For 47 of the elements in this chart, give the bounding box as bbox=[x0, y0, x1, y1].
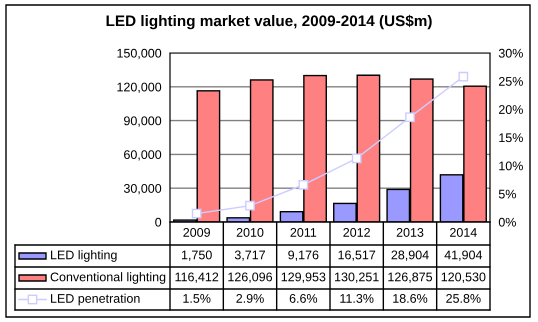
data-label: 2.9% bbox=[236, 294, 264, 303]
x-tick-label: 2010 bbox=[236, 228, 264, 237]
legend-label: LED lighting bbox=[51, 250, 117, 262]
y2-tick-label: 10% bbox=[499, 161, 523, 170]
data-label: 16,517 bbox=[338, 250, 376, 261]
point bbox=[192, 208, 202, 218]
data-label: 126,875 bbox=[388, 272, 432, 283]
point bbox=[298, 180, 308, 190]
x-tick-label: 2009 bbox=[183, 228, 210, 237]
y2-tick-label: 25% bbox=[498, 76, 523, 86]
x-tick-label: 2011 bbox=[290, 228, 316, 237]
data-label: 129,953 bbox=[282, 272, 326, 283]
data-label: 28,904 bbox=[392, 250, 429, 261]
data-label: 126,096 bbox=[228, 272, 272, 283]
y-tick-label: 0 bbox=[155, 218, 162, 227]
data-label: 116,412 bbox=[175, 272, 218, 283]
data-label: 1.5% bbox=[183, 294, 210, 303]
y2-tick-label: 20% bbox=[498, 105, 523, 114]
chart-title: LED lighting market value, 2009-2014 (US$m) bbox=[106, 14, 432, 30]
data-label: 9,176 bbox=[288, 250, 318, 261]
data-label: 3,717 bbox=[234, 250, 266, 261]
y-tick-label: 90,000 bbox=[124, 116, 162, 127]
y-tick-label: 150,000 bbox=[117, 48, 162, 60]
point bbox=[245, 200, 255, 211]
x-tick-label: 2012 bbox=[343, 228, 370, 237]
data-label: 18.6% bbox=[393, 294, 428, 303]
data-label: 41,904 bbox=[444, 250, 482, 261]
data-label: 1,750 bbox=[182, 250, 212, 261]
x-tick-label: 2014 bbox=[450, 228, 477, 237]
data-label: 11.3% bbox=[340, 294, 374, 303]
x-tick-label: 2013 bbox=[396, 228, 424, 237]
y2-tick-label: 30% bbox=[498, 48, 523, 58]
y2-tick-label: 0% bbox=[498, 218, 516, 227]
data-label: 130,251 bbox=[335, 272, 379, 283]
y-tick-label: 120,000 bbox=[117, 82, 162, 93]
data-label: 25.8% bbox=[446, 294, 481, 303]
data-label: 120,530 bbox=[442, 272, 486, 283]
point bbox=[352, 153, 362, 164]
point bbox=[458, 72, 468, 82]
legend-label: LED penetration bbox=[51, 294, 140, 306]
y2-tick-label: 5% bbox=[498, 190, 516, 198]
legend-label: Conventional lighting bbox=[50, 272, 166, 284]
y2-tick-label: 15% bbox=[499, 133, 523, 142]
data-label: 6.6% bbox=[290, 294, 318, 303]
y-tick-label: 30,000 bbox=[124, 184, 162, 194]
point bbox=[405, 112, 415, 122]
y-tick-label: 60,000 bbox=[124, 150, 162, 161]
